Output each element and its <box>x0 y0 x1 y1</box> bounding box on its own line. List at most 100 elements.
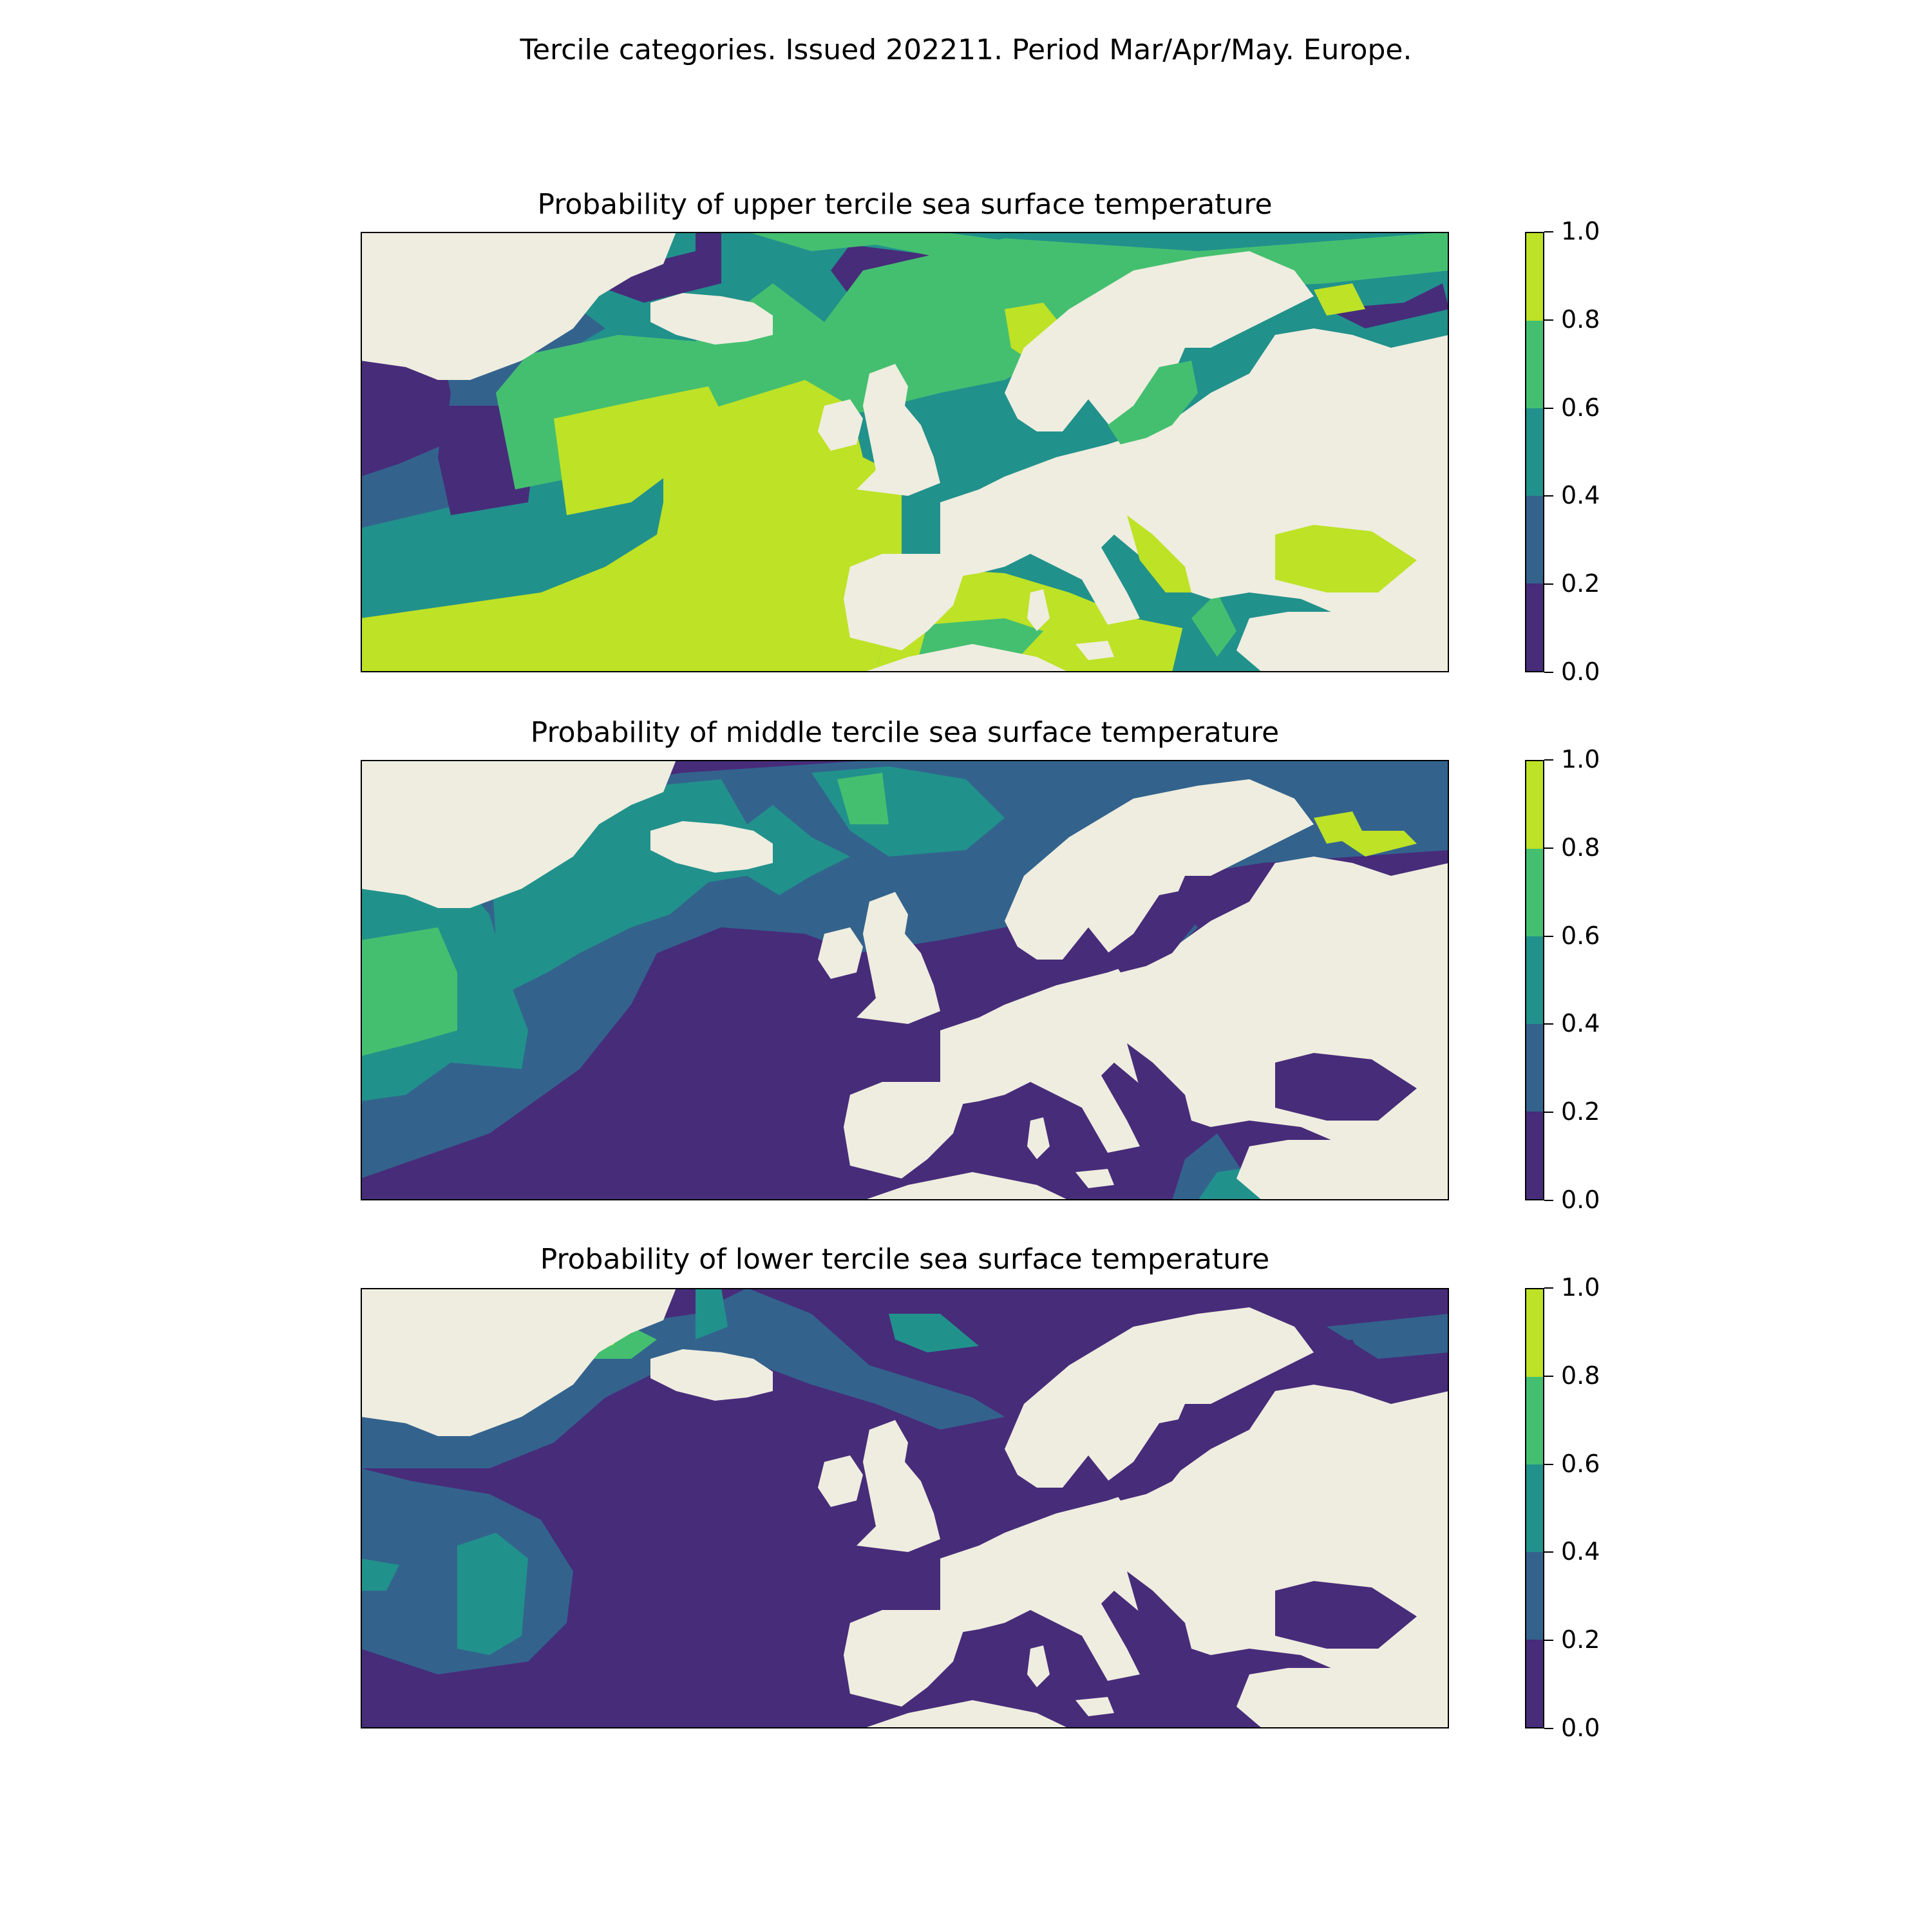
upper-land-mass-7 <box>863 644 1069 672</box>
panel-lower-title: Probability of lower tercile sea surface… <box>540 1243 1270 1276</box>
colorbar-lower-tick-3 <box>1544 1463 1553 1465</box>
lower-land-mass-8 <box>1236 1668 1449 1728</box>
middle-inland-sea-0 <box>1275 1053 1417 1121</box>
upper-land-mass-1 <box>650 293 773 345</box>
colorbar-upper-segment-2 <box>1526 408 1543 496</box>
upper-land-mass-6 <box>844 554 966 650</box>
middle-land-mass-1 <box>650 821 773 873</box>
lower-land-mass-3 <box>857 1420 940 1552</box>
colorbar-upper-tick-label-4: 0.8 <box>1561 305 1600 334</box>
lower-probability-region-3 <box>1327 1314 1449 1359</box>
panel-middle-title: Probability of middle tercile sea surfac… <box>530 716 1280 749</box>
colorbar-lower-tick-label-5: 1.0 <box>1561 1273 1600 1302</box>
middle-land-mass-7 <box>863 1172 1069 1200</box>
colorbar-lower <box>1525 1288 1544 1728</box>
colorbar-lower-tick-label-1: 0.2 <box>1561 1625 1600 1654</box>
middle-land-mass-4 <box>1005 779 1314 960</box>
lower-probability-region-7 <box>889 1314 979 1352</box>
colorbar-upper <box>1525 232 1544 672</box>
colorbar-middle <box>1525 760 1544 1200</box>
middle-land-mass-9 <box>1027 1117 1050 1159</box>
middle-land-mass-6 <box>844 1082 966 1179</box>
colorbar-middle-segment-0 <box>1526 1112 1543 1199</box>
upper-land-mass-9 <box>1027 589 1050 631</box>
colorbar-middle-tick-label-2: 0.4 <box>1561 1009 1600 1038</box>
lower-probability-region-5 <box>361 1558 399 1591</box>
colorbar-lower-segment-0 <box>1526 1640 1543 1727</box>
colorbar-middle-segment-4 <box>1526 761 1543 849</box>
middle-inland-sea-3 <box>1127 1043 1191 1121</box>
middle-inland-sea-2 <box>1314 811 1365 844</box>
colorbar-middle-segment-2 <box>1526 936 1543 1024</box>
middle-inland-sea-1 <box>1108 889 1198 972</box>
colorbar-lower-segment-1 <box>1526 1552 1543 1640</box>
middle-probability-region-6 <box>837 773 889 824</box>
colorbar-middle-tick-2 <box>1544 1023 1553 1025</box>
colorbar-upper-tick-0 <box>1544 672 1553 673</box>
lower-probability-region-1 <box>361 1288 1005 1468</box>
colorbar-middle-segment-3 <box>1526 849 1543 936</box>
middle-land-mass-2 <box>818 927 863 979</box>
lower-land-mass-0 <box>361 1288 676 1436</box>
colorbar-middle-tick-4 <box>1544 847 1553 849</box>
upper-land-mass-0 <box>361 232 676 380</box>
colorbar-middle-segment-1 <box>1526 1024 1543 1112</box>
colorbar-lower-segment-4 <box>1526 1289 1543 1377</box>
upper-land-mass-8 <box>1236 612 1449 672</box>
upper-probability-region-10 <box>554 386 728 515</box>
lower-probability-region-4 <box>457 1533 528 1655</box>
upper-probability-region-16 <box>1191 592 1236 657</box>
colorbar-lower-tick-label-0: 0.0 <box>1561 1714 1600 1742</box>
upper-probability-region-9 <box>361 380 902 672</box>
lower-land-mass-7 <box>863 1700 1069 1728</box>
colorbar-middle-tick-label-1: 0.2 <box>1561 1097 1600 1126</box>
lower-land-mass-2 <box>818 1455 863 1507</box>
colorbar-lower-tick-4 <box>1544 1375 1553 1377</box>
colorbar-upper-tick-label-5: 1.0 <box>1561 217 1600 245</box>
colorbar-upper-segment-0 <box>1526 583 1543 671</box>
upper-probability-region-6 <box>1327 283 1449 328</box>
colorbar-upper-segment-3 <box>1526 321 1543 408</box>
upper-land-mass-4 <box>1005 251 1314 431</box>
upper-land-mass-3 <box>857 364 940 496</box>
colorbar-lower-tick-label-4: 0.8 <box>1561 1361 1600 1390</box>
middle-probability-region-5 <box>361 927 457 1056</box>
colorbar-middle-tick-5 <box>1544 759 1553 761</box>
colorbar-lower-tick-1 <box>1544 1640 1553 1642</box>
colorbar-lower-segment-3 <box>1526 1377 1543 1464</box>
lower-probability-region-6 <box>696 1288 728 1340</box>
lower-land-mass-6 <box>844 1610 966 1707</box>
colorbar-upper-segment-4 <box>1526 233 1543 321</box>
colorbar-upper-tick-label-0: 0.0 <box>1561 658 1600 686</box>
lower-land-mass-10 <box>1075 1697 1114 1716</box>
colorbar-upper-tick-1 <box>1544 583 1553 585</box>
colorbar-upper-tick-5 <box>1544 231 1553 232</box>
colorbar-middle-tick-label-0: 0.0 <box>1561 1186 1600 1214</box>
upper-land-mass-10 <box>1075 641 1114 660</box>
lower-inland-sea-3 <box>1127 1571 1191 1649</box>
colorbar-lower-tick-label-3: 0.6 <box>1561 1449 1600 1478</box>
colorbar-lower-tick-label-2: 0.4 <box>1561 1537 1600 1566</box>
colorbar-middle-tick-1 <box>1544 1112 1553 1113</box>
map-upper <box>361 232 1449 672</box>
upper-inland-sea-0 <box>1275 525 1417 592</box>
colorbar-lower-tick-0 <box>1544 1728 1553 1729</box>
colorbar-lower-segment-2 <box>1526 1464 1543 1552</box>
upper-inland-sea-2 <box>1314 283 1365 316</box>
colorbar-lower-tick-2 <box>1544 1551 1553 1553</box>
upper-inland-sea-3 <box>1127 515 1191 592</box>
lower-inland-sea-1 <box>1108 1417 1198 1501</box>
colorbar-upper-tick-label-1: 0.2 <box>1561 569 1600 598</box>
middle-land-mass-3 <box>857 892 940 1024</box>
colorbar-upper-tick-2 <box>1544 495 1553 497</box>
lower-land-mass-1 <box>650 1349 773 1401</box>
middle-land-mass-8 <box>1236 1140 1449 1200</box>
colorbar-lower-tick-5 <box>1544 1287 1553 1289</box>
colorbar-upper-tick-label-2: 0.4 <box>1561 481 1600 510</box>
colorbar-upper-tick-4 <box>1544 319 1553 321</box>
colorbar-middle-tick-0 <box>1544 1200 1553 1201</box>
middle-land-mass-10 <box>1075 1169 1114 1188</box>
lower-land-mass-4 <box>1005 1307 1314 1488</box>
lower-inland-sea-0 <box>1275 1581 1417 1649</box>
colorbar-middle-tick-label-5: 1.0 <box>1561 745 1600 773</box>
